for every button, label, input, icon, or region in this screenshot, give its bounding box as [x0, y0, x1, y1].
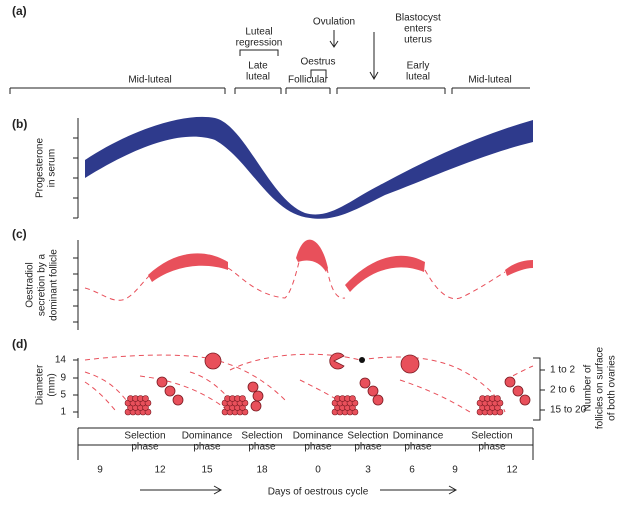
- small-follicle: [239, 395, 246, 402]
- follicle-clusters: [124, 395, 504, 416]
- oestradiol-band: [148, 239, 533, 292]
- count-label: 1 to 2: [550, 365, 575, 376]
- phase-label: Late: [248, 61, 268, 72]
- x-tick-label: 9: [452, 465, 458, 476]
- y-tick-label: 14: [55, 355, 67, 366]
- progesterone-band: [85, 116, 533, 219]
- phase-name: phase: [404, 442, 432, 453]
- event-label: uterus: [404, 35, 432, 46]
- phase-label: Mid-luteal: [128, 75, 171, 86]
- panel-label: (a): [12, 4, 27, 18]
- count-title: follicles on surface: [595, 346, 606, 429]
- phase-name: Selection: [347, 431, 388, 442]
- event-label: Luteal: [245, 27, 272, 38]
- oestradiol-axis: [73, 240, 79, 330]
- phase-name: phase: [193, 442, 221, 453]
- panel-label: (c): [12, 227, 27, 241]
- y-label: dominant follicle: [49, 249, 60, 321]
- x-label: Days of oestrous cycle: [268, 487, 369, 498]
- x-tick-label: 12: [154, 465, 166, 476]
- y-label: (mm): [47, 373, 58, 396]
- panel-label: (d): [12, 337, 27, 351]
- count-label: 15 to 20: [550, 405, 587, 416]
- x-tick-label: 6: [409, 465, 415, 476]
- y-label: Progesterone: [35, 138, 46, 198]
- small-follicle: [142, 395, 149, 402]
- phase-name: Dominance: [393, 431, 444, 442]
- phase-name: Dominance: [293, 431, 344, 442]
- y-label: in serum: [47, 149, 58, 187]
- event-label: regression: [236, 38, 283, 49]
- phase-label: Early: [407, 61, 430, 72]
- count-bracket: [533, 357, 545, 421]
- event-label: Blastocyst: [395, 13, 441, 24]
- x-tick-label: 0: [315, 465, 321, 476]
- y-tick-label: 5: [60, 390, 66, 401]
- panel-label: (b): [12, 117, 27, 131]
- cycle-arrows: [140, 485, 458, 495]
- x-tick-label: 3: [365, 465, 371, 476]
- count-title: Number of: [583, 364, 594, 411]
- phase-label: Mid-luteal: [468, 75, 511, 86]
- phase-name: phase: [304, 442, 332, 453]
- x-tick-label: 12: [506, 465, 518, 476]
- y-label: Oestradiol: [25, 262, 36, 308]
- phase-name: phase: [354, 442, 382, 453]
- x-tick-label: 18: [256, 465, 268, 476]
- small-follicle: [349, 395, 356, 402]
- oestradiol-dash: [84, 249, 506, 301]
- y-tick-label: 9: [60, 373, 66, 384]
- follicles: [156, 352, 531, 412]
- y-tick-label: 1: [60, 407, 66, 418]
- phase-name: phase: [248, 442, 276, 453]
- diameter-axis: [73, 358, 534, 460]
- phase-name: Dominance: [182, 431, 233, 442]
- y-label: secretion by a: [37, 253, 48, 316]
- small-follicle: [494, 395, 501, 402]
- x-tick-label: 9: [97, 465, 103, 476]
- phase-name: phase: [478, 442, 506, 453]
- y-label: Diameter: [35, 364, 46, 405]
- phase-name: Selection: [124, 431, 165, 442]
- event-label: Oestrus: [300, 57, 335, 68]
- phase-label: Follicular: [288, 75, 329, 86]
- phase-label: luteal: [246, 72, 270, 83]
- phase-name: Selection: [241, 431, 282, 442]
- x-tick-label: 15: [201, 465, 213, 476]
- phase-label: luteal: [406, 72, 430, 83]
- follicle-trajectories: [84, 353, 534, 413]
- phase-name: Selection: [471, 431, 512, 442]
- progesterone-axis: [73, 118, 79, 219]
- phase-name: phase: [131, 442, 159, 453]
- count-label: 2 to 6: [550, 385, 575, 396]
- event-label: enters: [404, 24, 432, 35]
- count-title: of both ovaries: [607, 355, 618, 421]
- phase-bars: [9, 30, 530, 94]
- event-label: Ovulation: [313, 17, 355, 28]
